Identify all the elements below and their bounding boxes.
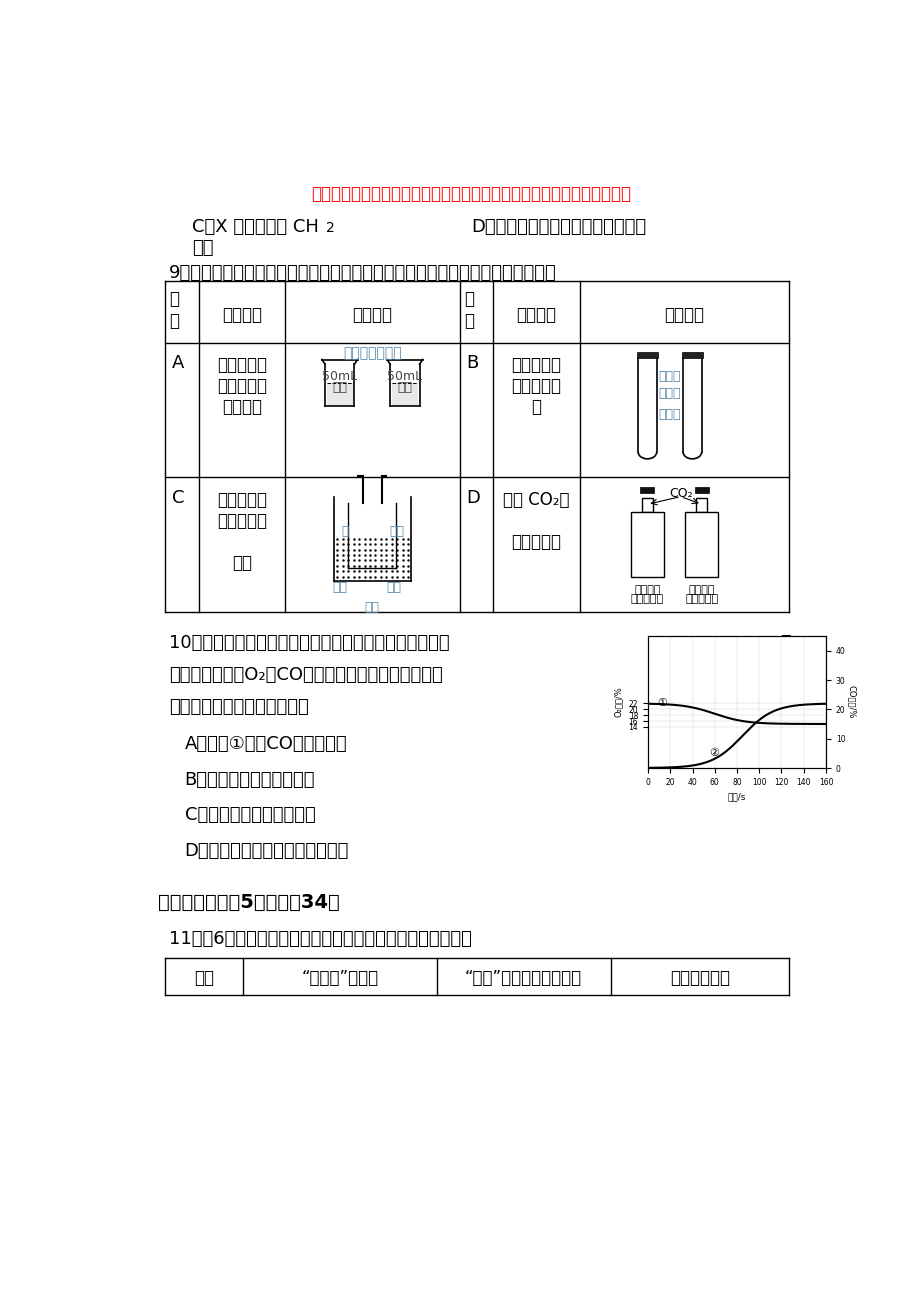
- Text: 探究水对铁
钉锈蚀的影
响: 探究水对铁 钉锈蚀的影 响: [511, 357, 561, 417]
- Text: 热水: 热水: [397, 381, 412, 395]
- Text: “神舟”五号宇航员航天服: “神舟”五号宇航员航天服: [464, 969, 582, 987]
- Bar: [636, 352, 658, 358]
- Y-axis label: CO含量/%: CO含量/%: [846, 685, 856, 719]
- Text: 新型水处理剂: 新型水处理剂: [669, 969, 730, 987]
- Text: 11．（6分）材料有着广泛的应用，根据下列信息回答问题。: 11．（6分）材料有着广泛的应用，根据下列信息回答问题。: [169, 930, 471, 948]
- Text: 实验目的: 实验目的: [516, 306, 556, 324]
- Text: 选: 选: [169, 290, 179, 309]
- Bar: [685, 512, 717, 577]
- Text: 探究空气是
燃烧的必要

条件: 探究空气是 燃烧的必要 条件: [217, 491, 267, 572]
- Text: A: A: [171, 354, 184, 372]
- Text: 二、本大题包括5小题，共34分: 二、本大题包括5小题，共34分: [157, 893, 339, 913]
- Bar: [326, 383, 353, 406]
- Bar: [681, 352, 702, 358]
- Text: 转化: 转化: [192, 240, 214, 258]
- Text: 实验设计: 实验设计: [664, 306, 704, 324]
- X-axis label: 时间/s: 时间/s: [727, 793, 745, 801]
- Text: 白磷: 白磷: [386, 581, 401, 594]
- Bar: [640, 487, 653, 492]
- Text: CO₂: CO₂: [668, 487, 692, 500]
- Text: “蛹龙号”深潜器: “蛹龙号”深潜器: [301, 969, 378, 987]
- Text: 选: 选: [463, 290, 473, 309]
- Text: 年寒窗苦读日，只盼金榜题名时，祝你考试拿高分，鲤鱼跳龙门！加油！: 年寒窗苦读日，只盼金榜题名时，祝你考试拿高分，鲤鱼跳龙门！加油！: [312, 185, 630, 203]
- Text: B: B: [466, 354, 478, 372]
- Text: 至息灯过程中，O₂和CO含量随时间变化曲线如右图，: 至息灯过程中，O₂和CO含量随时间变化曲线如右图，: [169, 667, 443, 684]
- Text: 水: 水: [341, 525, 348, 538]
- Text: 项: 项: [463, 311, 473, 329]
- Text: D: D: [466, 488, 480, 506]
- Bar: [630, 512, 663, 577]
- Text: 探究温度对
分子运动快
慢的影响: 探究温度对 分子运动快 慢的影响: [217, 357, 267, 417]
- Text: 过分析该图可推理出的结论是: 过分析该图可推理出的结论是: [169, 698, 309, 716]
- Bar: [696, 499, 707, 512]
- Text: D．蜡烛息灯时，容器内氧气耗尽: D．蜡烛息灯时，容器内氧气耗尽: [185, 841, 348, 859]
- Text: 空气: 空气: [389, 525, 404, 538]
- Text: 探究 CO₂与

水反生反应: 探究 CO₂与 水反生反应: [503, 491, 569, 551]
- Text: D．该过程实现了无机物向有机物的: D．该过程实现了无机物向有机物的: [471, 217, 646, 236]
- Text: 植物油: 植物油: [658, 370, 680, 383]
- Text: B．蜡烛发生了不完全燃烧: B．蜡烛发生了不完全燃烧: [185, 771, 315, 789]
- Text: C．蜡烛由碳、氢元素组成: C．蜡烛由碳、氢元素组成: [185, 806, 315, 824]
- Text: 酚酬的滤纸: 酚酬的滤纸: [685, 595, 718, 604]
- Text: 各加一滴红墨水: 各加一滴红墨水: [343, 346, 402, 361]
- Text: 红磷: 红磷: [332, 581, 346, 594]
- Text: 50mL: 50mL: [387, 370, 422, 383]
- Text: 冷水: 冷水: [332, 381, 346, 395]
- Text: C: C: [171, 488, 184, 506]
- Text: 干燥的含: 干燥的含: [633, 585, 660, 595]
- Text: 通: 通: [779, 667, 789, 684]
- Text: 项: 项: [169, 311, 179, 329]
- Text: 蔫馏水: 蔫馏水: [658, 387, 680, 400]
- Text: 烧: 烧: [779, 634, 789, 651]
- Bar: [694, 487, 708, 492]
- Text: 湿润的含: 湿润的含: [687, 585, 714, 595]
- Text: 10．实验室测定蜡烛在盛有一定体积空气的密闭容器内燃: 10．实验室测定蜡烛在盛有一定体积空气的密闭容器内燃: [169, 634, 449, 651]
- Text: 应用: 应用: [194, 969, 214, 987]
- Bar: [641, 499, 652, 512]
- Text: A．曲线①表示CO含量的变化: A．曲线①表示CO含量的变化: [185, 736, 347, 754]
- Text: 50mL: 50mL: [322, 370, 357, 383]
- Text: ①: ①: [656, 698, 666, 708]
- Text: 热水: 热水: [364, 600, 380, 613]
- Text: 实验目的: 实验目的: [221, 306, 262, 324]
- Bar: [391, 383, 417, 406]
- Y-axis label: O₂含量/%: O₂含量/%: [613, 686, 622, 717]
- Text: C．X 的化学式为 CH: C．X 的化学式为 CH: [192, 217, 319, 236]
- Text: 酚酬的滤纸: 酚酬的滤纸: [630, 595, 664, 604]
- Text: 9．对比实验是实验探究的重要方法，下列对比实验设计能实现相应实验目的的是: 9．对比实验是实验探究的重要方法，下列对比实验设计能实现相应实验目的的是: [169, 264, 556, 283]
- Text: ②: ②: [709, 749, 719, 758]
- Text: 实验设计: 实验设计: [352, 306, 391, 324]
- Text: 2: 2: [325, 221, 335, 234]
- Text: 干燥剂: 干燥剂: [658, 408, 680, 421]
